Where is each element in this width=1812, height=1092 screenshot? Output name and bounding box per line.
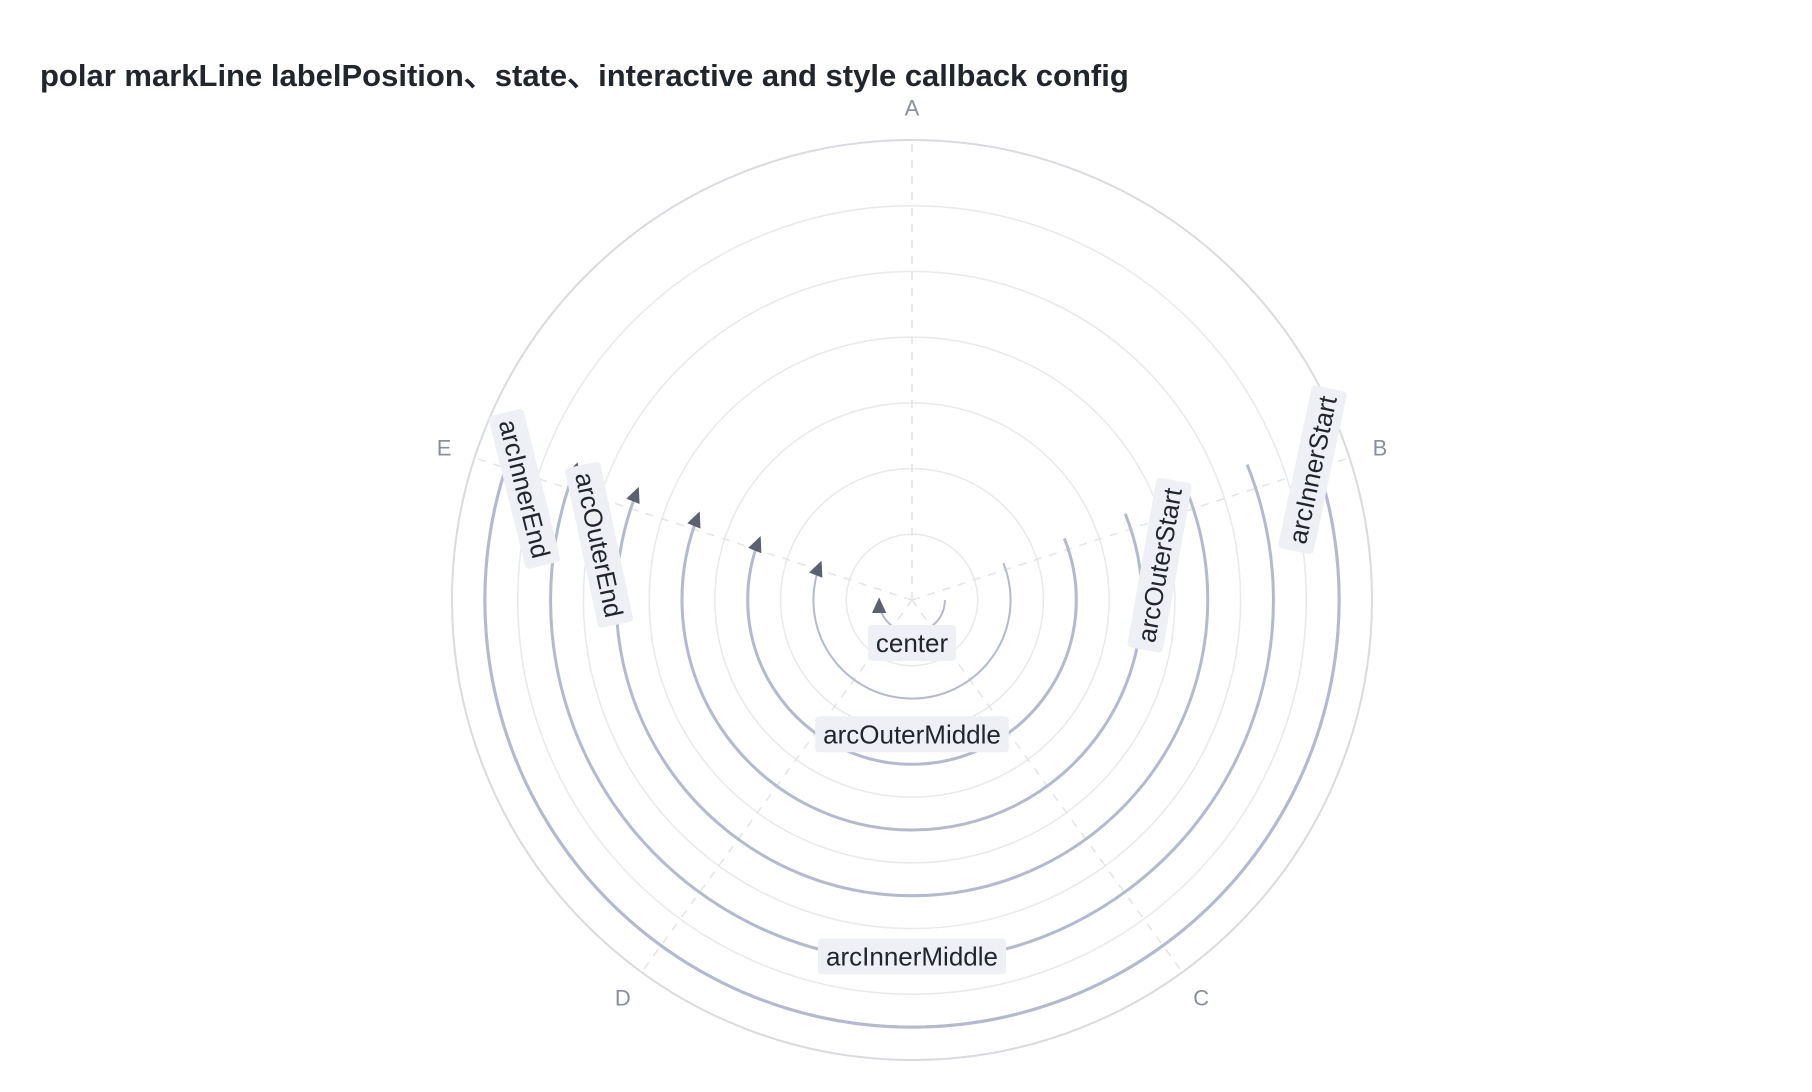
markline-arrow bbox=[626, 486, 640, 504]
markline-arrow bbox=[748, 536, 762, 554]
markline-label-text: center bbox=[876, 628, 949, 658]
markline-label: arcInnerStart bbox=[1278, 385, 1347, 555]
grid-ring bbox=[582, 270, 1242, 930]
angle-axis-label: D bbox=[615, 986, 631, 1011]
angle-axis-layer: A B C D E bbox=[437, 96, 1388, 1011]
markline-arc[interactable] bbox=[812, 562, 1012, 700]
markline-label-background bbox=[818, 938, 1006, 975]
markline-label-text: arcInnerMiddle bbox=[826, 941, 998, 971]
markline-arrow bbox=[809, 560, 823, 578]
markline-label: arcInnerMiddle bbox=[818, 938, 1006, 975]
markline-label: arcOuterMiddle bbox=[815, 716, 1009, 753]
markline-label-background bbox=[867, 625, 957, 661]
markline-layer bbox=[483, 437, 1341, 1029]
markline-arrow bbox=[687, 511, 701, 529]
markline-label: arcOuterEnd bbox=[565, 461, 633, 628]
markline-arc[interactable] bbox=[746, 537, 1078, 766]
markline-label-background bbox=[1278, 385, 1347, 555]
markline-label-background bbox=[488, 408, 561, 569]
markline-arc[interactable] bbox=[483, 453, 1341, 1029]
markline-label: arcOuterStart bbox=[1127, 477, 1192, 653]
angle-axis-label: C bbox=[1193, 986, 1209, 1011]
markline-arrow bbox=[871, 597, 887, 613]
markline-label: center bbox=[867, 625, 957, 661]
grid-ring bbox=[451, 139, 1373, 1061]
grid-ring bbox=[516, 204, 1308, 996]
markline-arc[interactable] bbox=[614, 488, 1210, 898]
angle-axis-label: E bbox=[437, 435, 452, 460]
markline-label-text: arcOuterMiddle bbox=[823, 719, 1001, 749]
markline-label-text: arcInnerEnd bbox=[493, 417, 556, 562]
markline-label-layer: center arcOuterMiddle arcOuterStart arcOute… bbox=[488, 385, 1347, 975]
angle-axis-label: A bbox=[905, 96, 920, 121]
markline-arc[interactable] bbox=[680, 513, 1144, 832]
angle-axis-label: B bbox=[1373, 435, 1388, 460]
markline-label-background bbox=[565, 461, 633, 628]
markline-label-background bbox=[1127, 477, 1192, 653]
markline-label-background bbox=[815, 716, 1009, 753]
chart-title: polar markLine labelPosition、state、inter… bbox=[40, 58, 1129, 93]
